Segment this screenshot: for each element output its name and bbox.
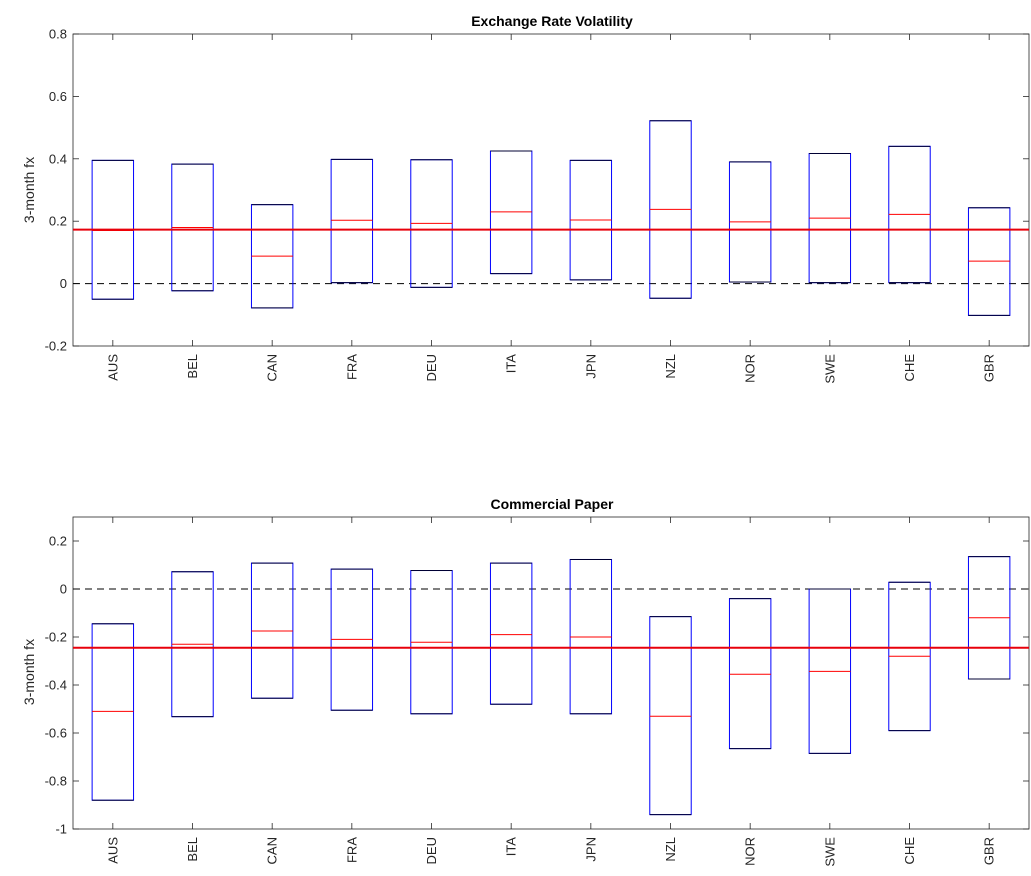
y-tick-label: -0.6 (45, 726, 67, 741)
x-tick-label: NZL (663, 837, 678, 862)
x-tick-label: CHE (902, 837, 917, 865)
x-tick-label: ITA (504, 837, 519, 857)
y-tick-label: 0.2 (49, 534, 67, 549)
x-tick-label: AUS (105, 354, 120, 381)
x-tick-label: NOR (743, 354, 758, 383)
y-tick-label: -0.8 (45, 774, 67, 789)
x-tick-label: SWE (822, 837, 837, 867)
chart-commercial-paper: Commercial Paper 3-month fx -1 -0.8 -0.6 -0… (21, 496, 1030, 867)
y-tick-label: 0.8 (49, 27, 67, 42)
x-tick-label: GBR (982, 354, 997, 382)
y-tick-label: 0.6 (49, 89, 67, 104)
chart-title: Exchange Rate Volatility (471, 13, 633, 29)
chart-title: Commercial Paper (491, 496, 614, 512)
y-tick-label: -0.2 (45, 630, 67, 645)
x-tick-label: FRA (344, 837, 359, 863)
x-tick-label: FRA (344, 354, 359, 380)
x-tick-label: CAN (265, 837, 280, 864)
y-tick-label: 0 (60, 582, 67, 597)
y-axis-label: 3-month fx (21, 157, 37, 223)
x-tick-label: ITA (504, 354, 519, 374)
x-tick-label: GBR (982, 837, 997, 865)
y-tick-label: 0.4 (49, 151, 67, 166)
x-tick-label: JPN (583, 837, 598, 862)
x-tick-label: JPN (583, 354, 598, 379)
x-tick-label: DEU (424, 837, 439, 864)
x-tick-label: NOR (743, 837, 758, 866)
x-tick-label: BEL (185, 354, 200, 379)
x-tick-label: AUS (105, 837, 120, 864)
y-tick-label: 0 (60, 276, 67, 291)
plot-frame (72, 516, 1030, 830)
x-tick-label: DEU (424, 354, 439, 381)
y-tick-label: -1 (55, 822, 67, 837)
x-tick-label: BEL (185, 837, 200, 862)
x-tick-label: CAN (265, 354, 280, 381)
plot-frame (72, 33, 1030, 347)
x-tick-label: NZL (663, 354, 678, 379)
y-tick-label: -0.4 (45, 678, 67, 693)
y-tick-label: 0.2 (49, 214, 67, 229)
y-tick-label: -0.2 (45, 339, 67, 354)
x-tick-label: SWE (822, 354, 837, 384)
x-tick-label: CHE (902, 354, 917, 382)
chart-exchange-rate-volatility: Exchange Rate Volatility 3-month fx -0.2… (21, 13, 1030, 384)
y-axis-label: 3-month fx (21, 639, 37, 705)
